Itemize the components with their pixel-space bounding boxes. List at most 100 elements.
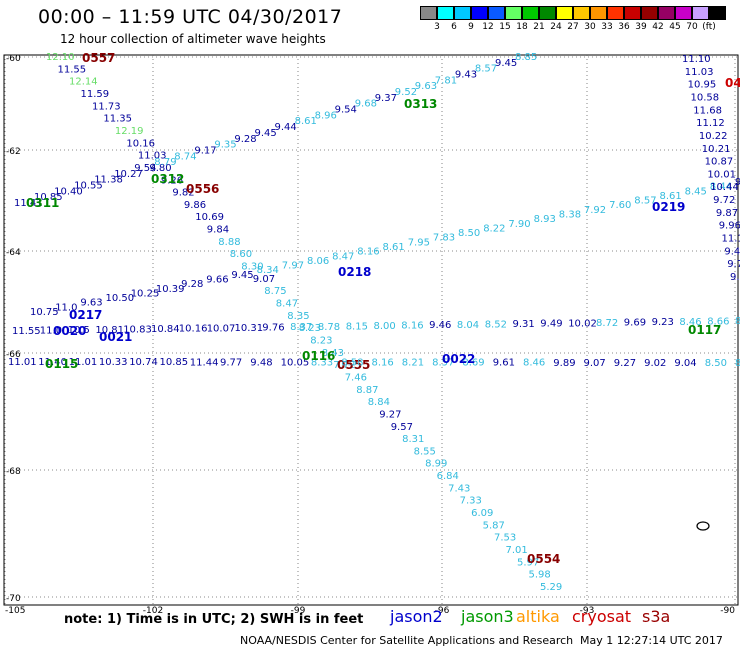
- wave-height-value: 7.33: [460, 496, 482, 507]
- longitude-label: -93: [580, 606, 595, 616]
- wave-height-value: 11.1: [722, 234, 740, 245]
- satellite-cryosat: cryosat: [572, 607, 632, 626]
- wave-height-value: 11.55: [12, 326, 41, 337]
- wave-height-value: 9.28: [234, 134, 256, 145]
- legend-swatch: [641, 6, 658, 20]
- wave-height-value: 8.47: [276, 299, 298, 310]
- wave-height-value: 8.15: [346, 321, 368, 332]
- island-outline: [696, 521, 710, 531]
- wave-height-value: 8.57: [634, 196, 656, 207]
- wave-height-value: 10.75: [30, 307, 59, 318]
- wave-height-value: 11.03: [138, 151, 167, 162]
- wave-height-value: 8.34: [257, 265, 279, 276]
- legend-label: 70: [686, 22, 698, 32]
- pass-time-label: 0313: [404, 97, 437, 111]
- wave-height-value: 7.72: [333, 360, 355, 371]
- legend-label: 42: [652, 22, 664, 32]
- legend-swatch: [505, 6, 522, 20]
- wave-height-value: 11.44: [190, 357, 219, 368]
- legend-label: (ft): [702, 22, 716, 32]
- legend-swatch: [522, 6, 539, 20]
- pass-time-label: 0218: [338, 265, 371, 279]
- legend-label: 6: [451, 22, 457, 32]
- wave-height-value: 5.97: [517, 557, 539, 568]
- wave-height-value: 10.55: [74, 181, 103, 192]
- wave-height-value: 8.16: [401, 321, 423, 332]
- wave-height-value: 11.12: [696, 118, 725, 129]
- legend-swatch: [573, 6, 590, 20]
- wave-height-value: 7.43: [448, 483, 470, 494]
- wave-height-value: 7.53: [494, 533, 516, 544]
- wave-height-value: 9.28: [181, 279, 203, 290]
- wave-height-value: 12.19: [115, 126, 144, 137]
- wave-height-value: 8.66: [707, 316, 729, 327]
- wave-height-value: 8.55: [414, 446, 436, 457]
- wave-height-value: 8.57: [432, 358, 454, 369]
- legend-swatch: [488, 6, 505, 20]
- wave-height-value: 9.04: [674, 358, 696, 369]
- wave-height-value: 9.35: [214, 140, 236, 151]
- wave-height-value: 8.21: [402, 358, 424, 369]
- wave-height-value: 11.55: [58, 64, 87, 75]
- wave-height-value: 8.84: [368, 397, 390, 408]
- wave-height-value: 9.26: [161, 175, 183, 186]
- wave-height-value: 10.58: [691, 93, 720, 104]
- legend-label: 24: [550, 22, 562, 32]
- wave-height-value: 9.86: [184, 200, 206, 211]
- wave-height-value: 8.52: [485, 320, 507, 331]
- wave-height-value: 8.61: [295, 116, 317, 127]
- wave-height-value: 10.84: [151, 324, 180, 335]
- legend-swatch: [539, 6, 556, 20]
- legend-label: 12: [482, 22, 494, 32]
- wave-height-value: 8.60: [230, 249, 252, 260]
- legend-swatch: [420, 6, 437, 20]
- wave-height-value: 10.22: [699, 131, 728, 142]
- wave-height-value: 8.85: [515, 52, 537, 63]
- satellite-jason3: jason3: [461, 607, 514, 626]
- footnote: note: 1) Time is in UTC; 2) SWH is in fe…: [64, 612, 364, 627]
- wave-height-value: 9.54: [134, 163, 156, 174]
- longitude-label: -102: [143, 606, 163, 616]
- wave-height-value: 10.50: [106, 293, 135, 304]
- wave-height-value: 10.87: [705, 157, 734, 168]
- wave-height-value: 11.73: [92, 101, 121, 112]
- wave-height-value: 10.40: [54, 186, 83, 197]
- wave-height-value: 9.45: [255, 128, 277, 139]
- wave-height-value: 8.87: [356, 385, 378, 396]
- wave-height-value: 8.22: [483, 223, 505, 234]
- wave-height-value: 12.10: [46, 52, 75, 63]
- legend-label: 21: [533, 22, 545, 32]
- wave-height-value: 8.23: [310, 336, 332, 347]
- wave-height-value: 9.17: [194, 145, 216, 156]
- legend-label: 33: [601, 22, 613, 32]
- pass-time-label: 0556: [186, 182, 219, 196]
- legend-label: 36: [618, 22, 630, 32]
- wave-height-value: 8.35: [287, 311, 309, 322]
- legend-swatch: [709, 6, 726, 20]
- latitude-label: -62: [6, 147, 21, 157]
- page-subtitle: 12 hour collection of altimeter wave hei…: [60, 32, 326, 46]
- longitude-label: -105: [5, 606, 25, 616]
- wave-height-value: 8.16: [357, 247, 379, 258]
- wave-height-value: 11.10: [682, 54, 711, 65]
- wave-height-value: 9.27: [379, 409, 401, 420]
- wave-height-value: 8.78: [318, 322, 340, 333]
- wave-height-value: 9.7: [727, 259, 740, 270]
- wave-height-value: 7.60: [609, 200, 631, 211]
- legend-swatch: [675, 6, 692, 20]
- wave-height-value: 10.33: [99, 357, 128, 368]
- pass-time-label: 0312: [151, 172, 184, 186]
- wave-height-value: 8.38: [559, 210, 581, 221]
- satellite-jason2: jason2: [390, 607, 443, 626]
- wave-height-value: 9.45: [495, 58, 517, 69]
- wave-height-value: 9.46: [429, 320, 451, 331]
- wave-height-value: 7.95: [408, 237, 430, 248]
- satellite-s3a: s3a: [642, 607, 671, 626]
- credit-line: NOAA/NESDIS Center for Satellite Applica…: [240, 634, 574, 647]
- wave-height-value: 10.74: [129, 357, 158, 368]
- wave-height-value: 9.96: [719, 221, 740, 232]
- pass-time-label: 0217: [69, 308, 102, 322]
- wave-height-value: 8.00: [374, 321, 396, 332]
- wave-height-value: 10.21: [702, 144, 731, 155]
